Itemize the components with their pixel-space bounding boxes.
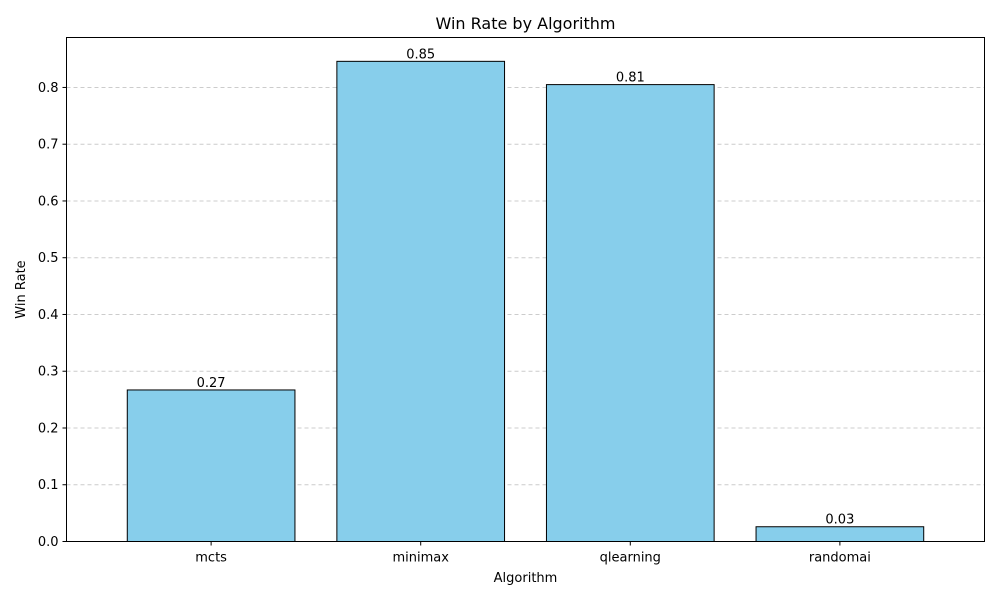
y-tick-label: 0.5 [38, 251, 59, 266]
y-tick-label: 0.2 [38, 421, 59, 436]
x-axis-label: Algorithm [494, 571, 558, 586]
y-tick-label: 0.4 [38, 308, 59, 323]
x-tick-label-randomai: randomai [809, 551, 871, 566]
x-axis: mcts minimax qlearning randomai [195, 541, 871, 566]
data-label-randomai: 0.03 [825, 513, 854, 528]
y-tick-label: 0.3 [38, 365, 59, 380]
y-axis: 0.0 0.1 0.2 0.3 0.4 0.5 0.6 0.7 0.8 [38, 81, 67, 550]
chart-title: Win Rate by Algorithm [436, 14, 616, 33]
data-label-minimax: 0.85 [406, 47, 435, 62]
data-labels: 0.27 0.85 0.81 0.03 [197, 47, 855, 527]
bar-randomai [755, 526, 925, 542]
bar-qlearning [545, 84, 715, 543]
y-tick-label: 0.1 [38, 478, 59, 493]
y-tick-label: 0.7 [38, 138, 59, 153]
data-label-mcts: 0.27 [197, 376, 226, 391]
y-tick-label: 0.0 [38, 535, 59, 550]
data-label-qlearning: 0.81 [616, 71, 645, 86]
y-axis-label: Win Rate [14, 260, 29, 318]
plot-area-frame [66, 37, 985, 542]
x-tick-label-qlearning: qlearning [600, 551, 661, 566]
y-tick-label: 0.6 [38, 194, 59, 209]
x-tick-label-mcts: mcts [195, 551, 227, 566]
grid-lines [66, 86, 985, 486]
bars [126, 60, 925, 543]
bar-mcts [126, 389, 296, 543]
y-tick-label: 0.8 [38, 81, 59, 96]
bar-minimax [336, 60, 506, 543]
x-tick-label-minimax: minimax [392, 551, 449, 566]
